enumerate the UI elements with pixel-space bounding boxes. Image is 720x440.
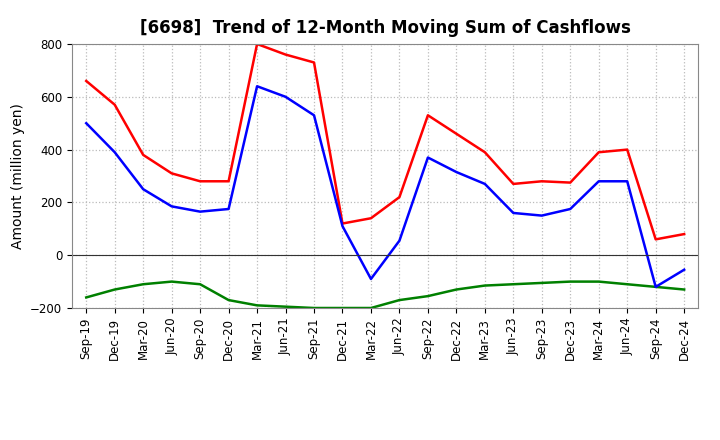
Free Cashflow [566,206,575,212]
Investing Cashflow [652,284,660,290]
Operating Cashflow [509,181,518,187]
Investing Cashflow [310,305,318,311]
Free Cashflow [196,209,204,214]
Investing Cashflow [595,279,603,284]
Operating Cashflow [338,221,347,226]
Investing Cashflow [167,279,176,284]
Investing Cashflow [253,303,261,308]
Investing Cashflow [196,282,204,287]
Free Cashflow [480,181,489,187]
Operating Cashflow [282,52,290,57]
Operating Cashflow [253,41,261,47]
Operating Cashflow [310,60,318,65]
Operating Cashflow [139,152,148,158]
Operating Cashflow [680,231,688,237]
Free Cashflow [338,224,347,229]
Operating Cashflow [623,147,631,152]
Operating Cashflow [167,171,176,176]
Investing Cashflow [82,295,91,300]
Free Cashflow [139,187,148,192]
Free Cashflow [282,94,290,99]
Free Cashflow [167,204,176,209]
Line: Free Cashflow: Free Cashflow [86,86,684,287]
Investing Cashflow [452,287,461,292]
Free Cashflow [452,169,461,175]
Free Cashflow [595,179,603,184]
Operating Cashflow [225,179,233,184]
Operating Cashflow [652,237,660,242]
Investing Cashflow [282,304,290,309]
Free Cashflow [509,210,518,216]
Free Cashflow [680,267,688,272]
Investing Cashflow [423,293,432,299]
Y-axis label: Amount (million yen): Amount (million yen) [11,103,24,249]
Investing Cashflow [110,287,119,292]
Free Cashflow [623,179,631,184]
Operating Cashflow [480,150,489,155]
Investing Cashflow [366,305,375,311]
Investing Cashflow [480,283,489,288]
Free Cashflow [82,121,91,126]
Free Cashflow [366,276,375,282]
Investing Cashflow [509,282,518,287]
Investing Cashflow [139,282,148,287]
Operating Cashflow [196,179,204,184]
Free Cashflow [225,206,233,212]
Free Cashflow [652,284,660,290]
Operating Cashflow [110,102,119,107]
Investing Cashflow [225,297,233,303]
Investing Cashflow [395,297,404,303]
Investing Cashflow [537,280,546,286]
Free Cashflow [423,155,432,160]
Line: Investing Cashflow: Investing Cashflow [86,282,684,308]
Operating Cashflow [537,179,546,184]
Operating Cashflow [423,113,432,118]
Free Cashflow [253,84,261,89]
Investing Cashflow [566,279,575,284]
Investing Cashflow [623,282,631,287]
Operating Cashflow [395,194,404,200]
Investing Cashflow [680,287,688,292]
Free Cashflow [537,213,546,218]
Operating Cashflow [566,180,575,185]
Operating Cashflow [82,78,91,84]
Operating Cashflow [366,216,375,221]
Operating Cashflow [595,150,603,155]
Line: Operating Cashflow: Operating Cashflow [86,44,684,239]
Free Cashflow [395,238,404,243]
Operating Cashflow [452,131,461,136]
Title: [6698]  Trend of 12-Month Moving Sum of Cashflows: [6698] Trend of 12-Month Moving Sum of C… [140,19,631,37]
Investing Cashflow [338,305,347,311]
Free Cashflow [110,150,119,155]
Free Cashflow [310,113,318,118]
